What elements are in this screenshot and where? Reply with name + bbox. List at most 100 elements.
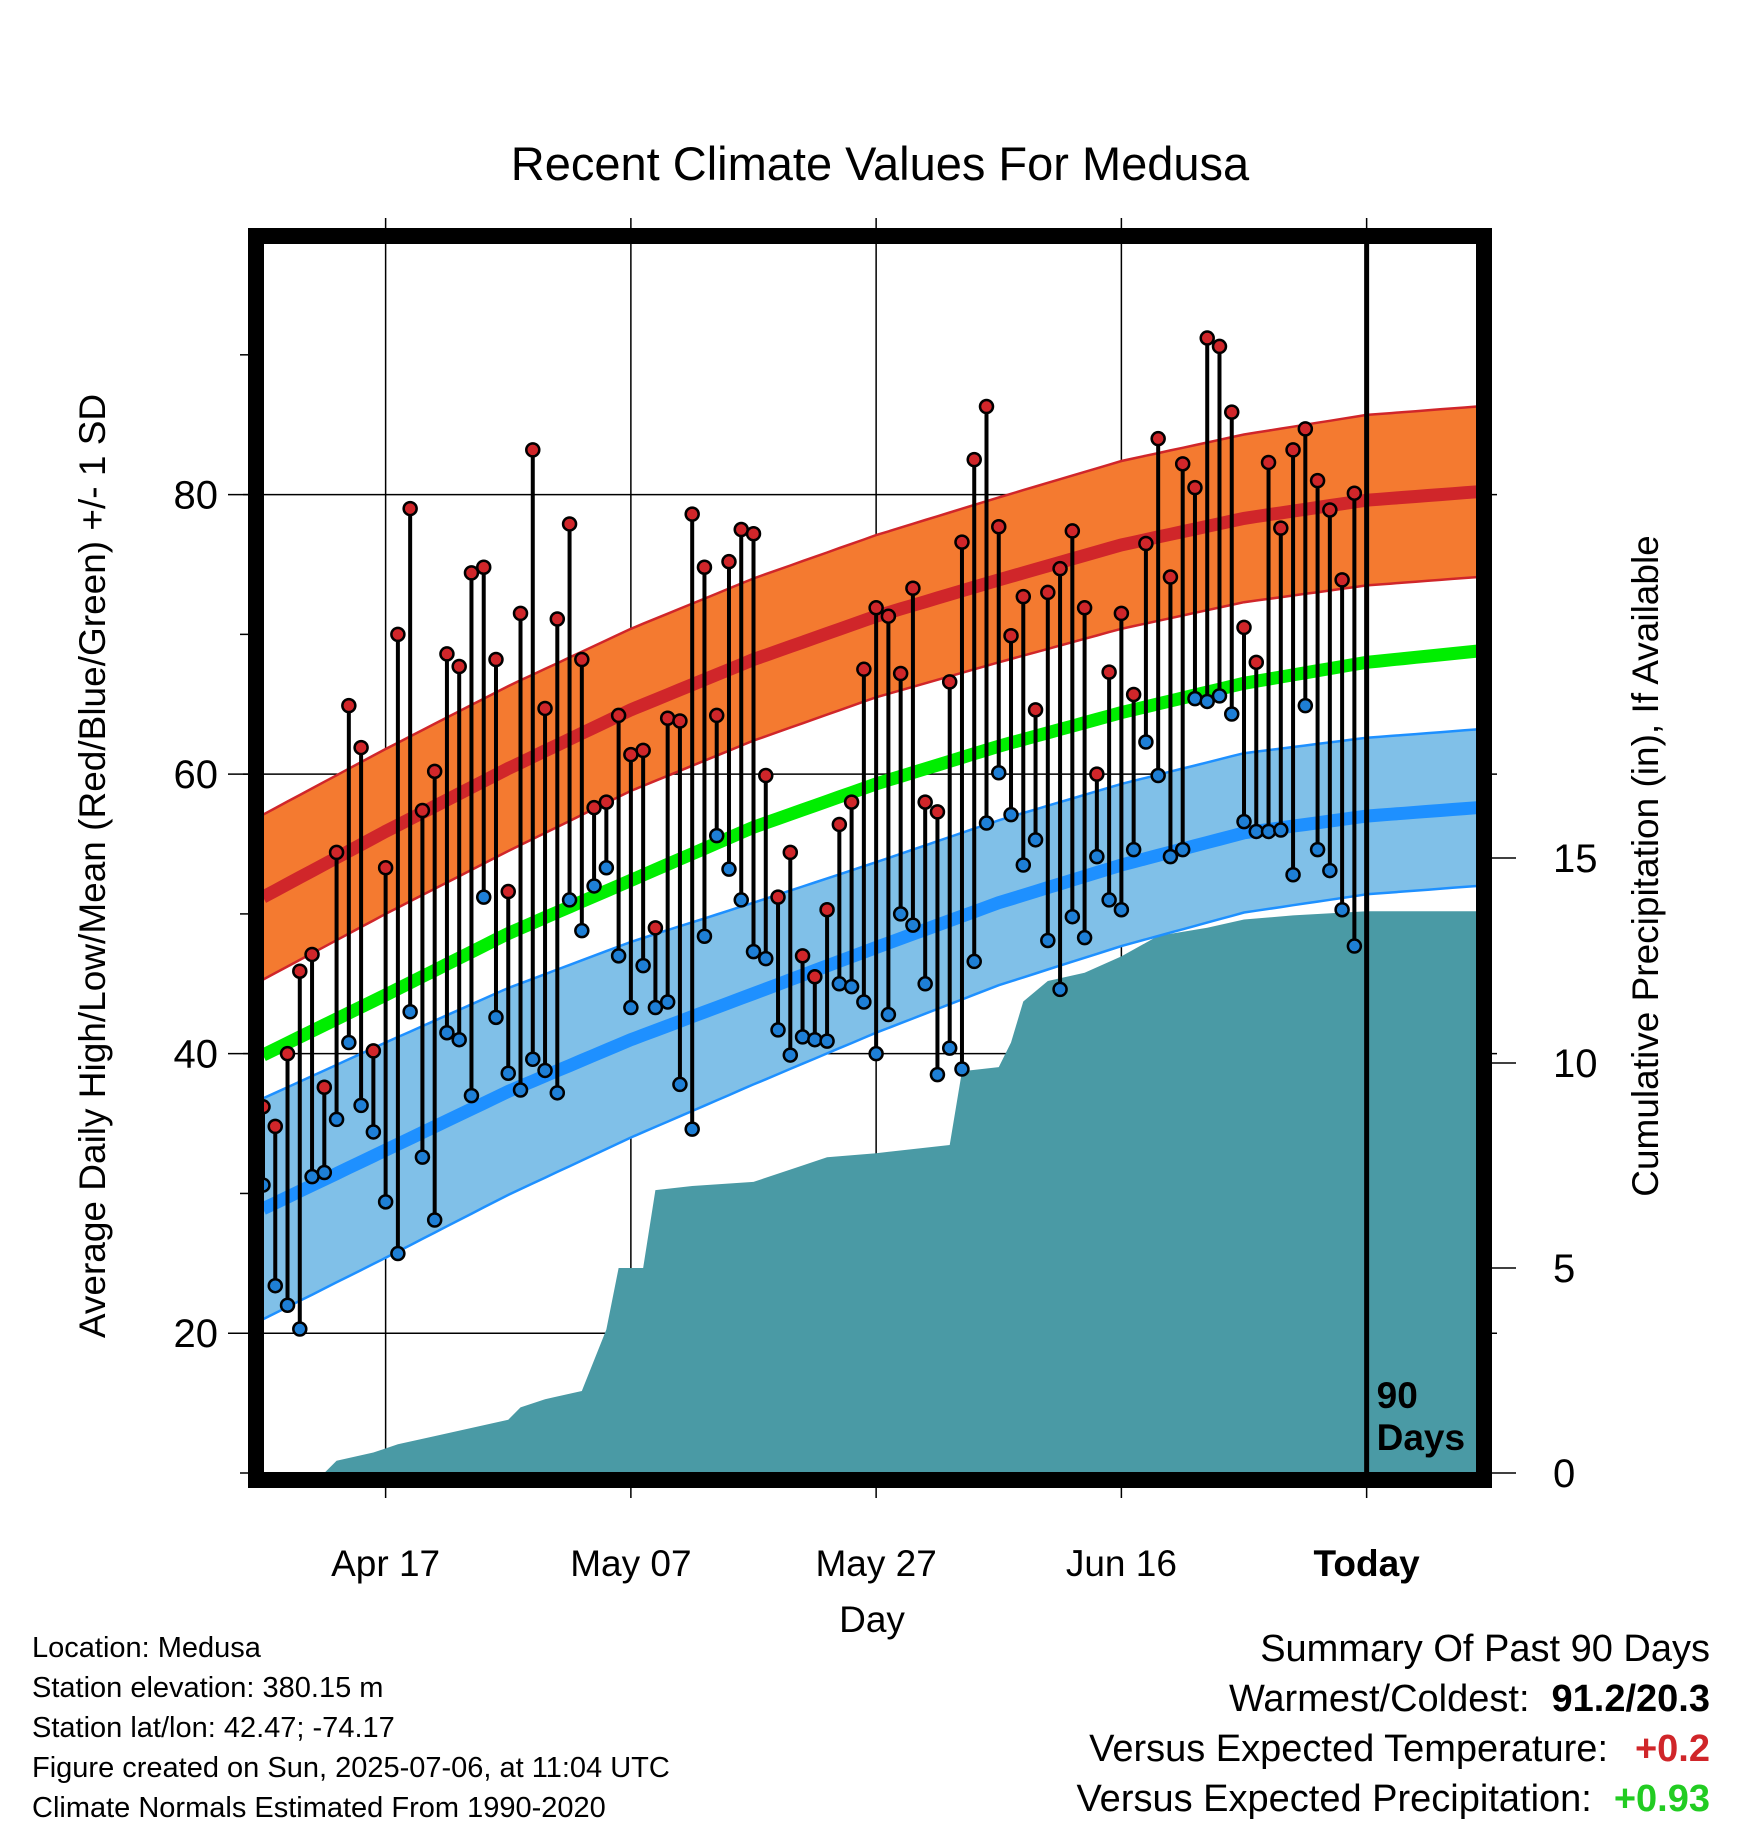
daily-high-point: [843, 794, 860, 810]
precip-cumulative-area: [263, 911, 1477, 1473]
low-sd-band: [263, 729, 1477, 1320]
daily-low-point: [1174, 841, 1191, 858]
daily-high-point: [1064, 523, 1081, 539]
daily-low-point: [1297, 697, 1314, 714]
daily-low-point: [1187, 690, 1203, 707]
daily-high-point: [1174, 456, 1191, 472]
daily-low-point: [267, 1277, 284, 1294]
daily-low-point: [1260, 823, 1277, 840]
daily-high-point: [696, 559, 713, 576]
daily-high-point: [1052, 560, 1068, 577]
low-band-upper-edge: [262, 728, 1478, 1100]
daily-high-point: [1027, 702, 1044, 718]
daily-low-point: [905, 917, 921, 933]
daily-high-point: [316, 1079, 333, 1095]
daily-low-point: [929, 1066, 946, 1083]
daily-high-point: [549, 611, 566, 627]
daily-high-point: [1003, 628, 1019, 644]
daily-high-point: [1150, 430, 1166, 447]
daily-low-point: [1089, 848, 1105, 865]
daily-low-point: [880, 1006, 897, 1023]
daily-low-point: [807, 1031, 823, 1048]
daily-low-point: [941, 1040, 958, 1056]
location-text: Location: Medusa: [32, 1632, 261, 1664]
daily-high-point: [1260, 454, 1277, 471]
daily-high-point: [1322, 502, 1338, 518]
temp-anomaly-value: +0.2: [1634, 1728, 1710, 1770]
daily-high-point: [610, 707, 627, 724]
daily-high-point: [537, 700, 553, 717]
x-tick-label: May 27: [815, 1543, 936, 1584]
daily-high-point: [598, 794, 615, 810]
y-tick-label: 80: [174, 474, 219, 518]
daily-high-point: [365, 1043, 382, 1059]
daily-high-point: [1223, 404, 1240, 420]
high-band-lower-edge: [262, 575, 1478, 981]
daily-high-point: [1346, 485, 1363, 501]
daily-low-point: [1199, 693, 1215, 710]
daily-low-point: [426, 1212, 443, 1228]
daily-low-point: [647, 999, 664, 1016]
daily-low-point: [414, 1149, 431, 1165]
daily-low-point: [1052, 981, 1068, 998]
daily-low-point: [966, 953, 982, 970]
daily-low-point: [463, 1087, 480, 1104]
high-sd-band: [263, 406, 1477, 980]
normal-mean-line: [260, 644, 1478, 1061]
daily-high-point: [917, 794, 933, 810]
daily-high-point: [525, 442, 541, 458]
daily-high-point: [856, 661, 872, 678]
daily-high-point: [659, 710, 676, 726]
daily-low-point: [1125, 841, 1142, 858]
daily-high-point: [868, 600, 884, 616]
daily-low-point: [365, 1124, 382, 1140]
daily-low-point: [390, 1245, 406, 1262]
daily-low-point: [659, 994, 676, 1010]
station-info: Location: Medusa Station elevation: 380.…: [32, 1628, 670, 1828]
normal-high-line: [259, 485, 1478, 903]
daily-low-point: [353, 1097, 369, 1114]
daily-low-point: [341, 1034, 357, 1051]
daily-low-point: [1162, 848, 1179, 865]
daily-high-point: [1015, 588, 1032, 605]
x-axis-label: Day: [839, 1599, 905, 1640]
daily-low-point: [1076, 929, 1093, 946]
y-tick-label: 60: [174, 753, 219, 797]
daily-low-point: [770, 1022, 786, 1038]
plot-border: [248, 228, 1492, 1488]
daily-low-point: [598, 860, 615, 876]
daily-high-point: [1285, 442, 1301, 458]
daily-high-point: [1138, 535, 1154, 552]
daily-low-point: [978, 815, 995, 831]
daily-low-point: [856, 994, 872, 1010]
daily-low-point: [279, 1297, 296, 1314]
daily-high-point: [267, 1118, 284, 1135]
daily-low-point: [733, 892, 749, 908]
daily-high-point: [279, 1045, 296, 1062]
daily-high-point: [463, 565, 480, 581]
daily-low-point: [684, 1121, 700, 1137]
daily-high-point: [1162, 569, 1179, 585]
daily-high-point: [390, 626, 406, 643]
daily-low-point: [488, 1009, 504, 1026]
daily-high-point: [819, 901, 835, 918]
daily-high-point: [1211, 338, 1228, 355]
daily-low-point: [1003, 806, 1019, 823]
y2-tick-label: 5: [1553, 1247, 1575, 1291]
summary-precip-row: Versus Expected Precipitation: +0.93: [1076, 1774, 1710, 1824]
daily-low-point: [1027, 832, 1044, 848]
daily-high-point: [1187, 479, 1203, 496]
daily-high-point: [1125, 686, 1142, 703]
daily-low-point: [475, 889, 492, 905]
normals-text: Climate Normals Estimated From 1990-2020: [32, 1792, 606, 1824]
daily-low-point: [708, 827, 725, 844]
y2-tick-label: 15: [1553, 837, 1598, 881]
daily-high-point: [1089, 766, 1105, 782]
daily-high-point: [586, 799, 602, 816]
summary-title: Summary Of Past 90 Days: [1260, 1628, 1710, 1670]
daily-low-point: [1285, 867, 1301, 883]
temp-anomaly-label: Versus Expected Temperature:: [1089, 1728, 1608, 1770]
daily-high-point: [782, 844, 799, 861]
observed-values: [255, 330, 1363, 1337]
